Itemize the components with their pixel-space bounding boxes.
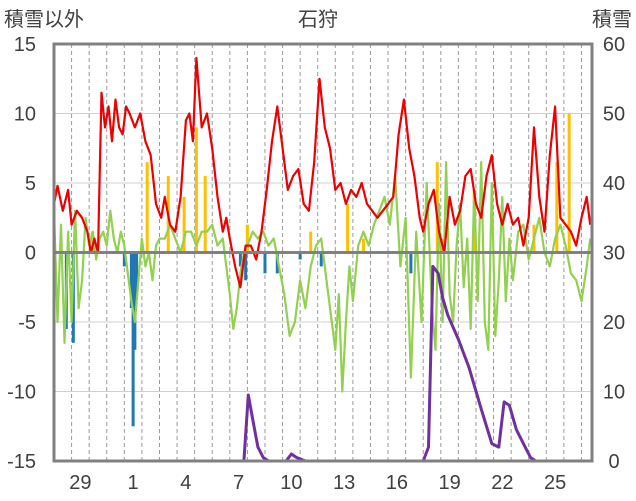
precip-bar-negative xyxy=(244,252,248,281)
precip-bar-positive xyxy=(346,203,350,253)
precip-bar-positive xyxy=(145,162,149,253)
right-tick-label: 60 xyxy=(603,34,625,56)
precip-bar-positive xyxy=(361,238,365,253)
x-tick-label: 19 xyxy=(438,472,460,494)
precip-bar-positive xyxy=(567,113,571,253)
precip-bar-negative xyxy=(298,252,302,260)
x-tick-label: 22 xyxy=(491,472,513,494)
x-tick-label: 16 xyxy=(386,472,408,494)
left-tick-label: -15 xyxy=(7,451,36,473)
precip-bar-negative xyxy=(409,252,413,274)
left-tick-label: 0 xyxy=(25,243,36,265)
right-tick-label: 40 xyxy=(603,173,625,195)
series-line-secondary xyxy=(52,161,592,393)
left-tick-label: 5 xyxy=(25,173,36,195)
chart-title: 石狩 xyxy=(298,8,338,31)
x-tick-label: 13 xyxy=(333,472,355,494)
right-tick-label: 0 xyxy=(608,451,619,473)
precip-bar-negative xyxy=(135,252,139,295)
right-tick-label: 10 xyxy=(603,382,625,404)
right-axis-ticks: 60 50 40 30 20 10 0 xyxy=(603,34,625,473)
precip-bar-negative xyxy=(122,252,126,267)
left-tick-label: -10 xyxy=(7,382,36,404)
x-axis-ticks: 29 1 4 7 10 13 16 19 22 25 xyxy=(69,472,566,494)
precip-bar-positive xyxy=(245,224,249,253)
frame-border xyxy=(52,42,594,463)
left-axis-label: 積雪以外 xyxy=(4,8,84,31)
precip-bar-positive xyxy=(194,127,198,253)
x-tick-label: 1 xyxy=(128,472,139,494)
x-tick-label: 25 xyxy=(544,472,566,494)
x-tick-label: 10 xyxy=(280,472,302,494)
series-lines xyxy=(52,56,592,463)
right-axis-label: 積雪 xyxy=(592,8,632,31)
precip-bar-positive xyxy=(435,162,439,253)
precip-bar-positive xyxy=(182,196,186,253)
left-tick-label: 15 xyxy=(14,34,36,56)
series-line-snow-depth xyxy=(54,264,592,463)
precip-bar-positive xyxy=(309,231,313,253)
precip-bar-positive xyxy=(203,176,207,253)
x-tick-label: 29 xyxy=(69,472,91,494)
precip-bar-negative xyxy=(238,252,242,267)
precip-bar-negative xyxy=(131,252,135,427)
x-tick-label: 7 xyxy=(233,472,244,494)
right-tick-label: 30 xyxy=(603,243,625,265)
precip-bar-positive xyxy=(555,162,559,253)
right-tick-label: 20 xyxy=(603,312,625,334)
x-tick-label: 4 xyxy=(180,472,191,494)
left-tick-label: -5 xyxy=(18,312,36,334)
precip-bar-negative xyxy=(129,252,133,309)
series-line-temperature xyxy=(52,56,592,289)
plot-frame xyxy=(52,42,594,463)
left-axis-ticks: 15 10 5 0 -5 -10 -15 xyxy=(7,34,36,473)
precip-bar-negative xyxy=(263,252,267,274)
left-tick-label: 10 xyxy=(14,104,36,126)
precip-bar-negative xyxy=(319,252,323,267)
precip-bar-negative xyxy=(133,252,137,350)
right-tick-label: 50 xyxy=(603,104,625,126)
